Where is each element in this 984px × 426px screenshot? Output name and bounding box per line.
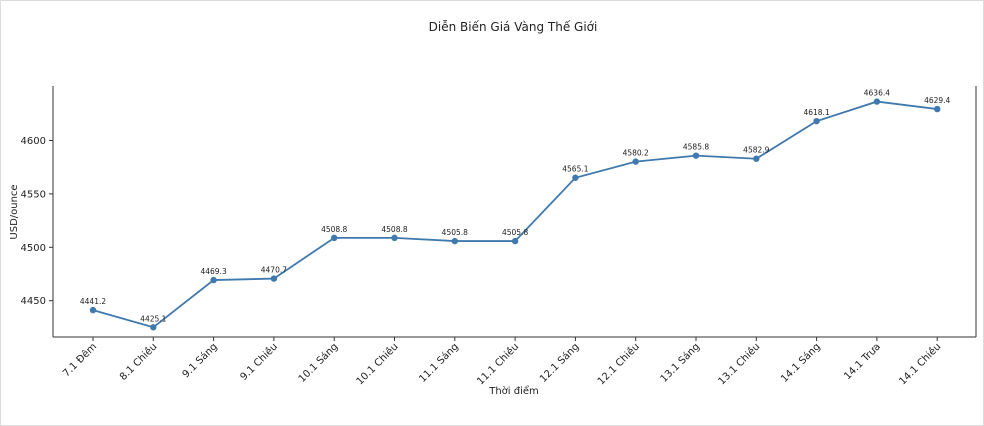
data-point xyxy=(873,98,881,105)
data-label: 4508.8 xyxy=(381,225,407,234)
data-label: 4565.1 xyxy=(562,165,588,174)
x-axis-label: Thời điểm xyxy=(488,384,539,397)
y-tick-label: 4550 xyxy=(21,189,46,200)
x-tick-label: 14.1 Sáng xyxy=(778,341,822,385)
data-label: 4469.3 xyxy=(200,267,226,276)
data-label: 4505.8 xyxy=(502,228,528,237)
x-tick-label: 13.1 Chiều xyxy=(716,341,763,388)
data-label: 4470.7 xyxy=(261,266,287,275)
x-tick-label: 14.1 Chiều xyxy=(897,341,944,388)
x-tick-label: 10.1 Sáng xyxy=(296,341,340,385)
chart-title: Diễn Biến Giá Vàng Thế Giới xyxy=(429,20,598,34)
x-tick-label: 11.1 Chiều xyxy=(475,341,522,388)
data-label: 4508.8 xyxy=(321,225,347,234)
x-tick-label: 12.1 Chiều xyxy=(595,341,642,388)
data-label: 4580.2 xyxy=(623,149,649,158)
x-tick-label: 14.1 Trưa xyxy=(842,341,883,382)
data-point xyxy=(150,324,157,331)
data-point xyxy=(934,105,941,113)
x-tick-label: 11.1 Sáng xyxy=(417,341,461,385)
x-tick-label: 13.1 Sáng xyxy=(658,341,702,385)
y-tick-label: 4450 xyxy=(21,296,46,307)
data-label: 4585.8 xyxy=(683,143,709,152)
data-point xyxy=(692,152,700,159)
x-tick-label: 9.1 Sáng xyxy=(180,341,220,381)
data-label: 4582.9 xyxy=(743,146,769,155)
data-label: 4629.4 xyxy=(924,96,950,105)
data-labels: 4441.2 4425.1 4469.3 4470.7 4508.8 4508.8 4505… xyxy=(80,89,951,324)
y-axis-label: USD/ounce xyxy=(9,184,20,239)
x-tick-label: 12.1 Sáng xyxy=(537,341,581,385)
data-label: 4505.8 xyxy=(442,228,468,237)
data-label: 4441.2 xyxy=(80,297,106,306)
x-tick-label: 10.1 Chiều xyxy=(354,341,401,388)
x-tick-label: 7.1 Đêm xyxy=(60,341,99,380)
data-point xyxy=(391,234,398,242)
data-label: 4425.1 xyxy=(140,314,166,323)
data-point xyxy=(632,158,639,165)
y-tick-label: 4600 xyxy=(21,136,46,147)
data-point xyxy=(210,276,217,284)
series-line xyxy=(92,100,938,329)
y-tick-label: 4500 xyxy=(21,243,46,254)
x-axis-ticks: 7.1 Đêm 8.1 Chiều 9.1 Sáng 9.1 Chiều 10.1 Sá… xyxy=(60,337,943,387)
data-point xyxy=(511,237,519,245)
data-point xyxy=(753,155,760,162)
data-point xyxy=(572,174,579,181)
data-point xyxy=(331,234,338,242)
x-tick-label: 8.1 Chiều xyxy=(117,341,159,383)
x-tick-label: 9.1 Chiều xyxy=(238,341,280,383)
y-axis-ticks: 4450 4500 4550 4600 xyxy=(21,136,53,307)
data-point xyxy=(813,117,820,125)
data-point xyxy=(270,275,278,282)
series-layer xyxy=(89,98,941,331)
data-label: 4636.4 xyxy=(864,89,890,98)
axes xyxy=(52,86,977,338)
data-label: 4618.1 xyxy=(803,108,829,117)
data-point xyxy=(89,306,97,314)
data-point xyxy=(451,237,458,245)
